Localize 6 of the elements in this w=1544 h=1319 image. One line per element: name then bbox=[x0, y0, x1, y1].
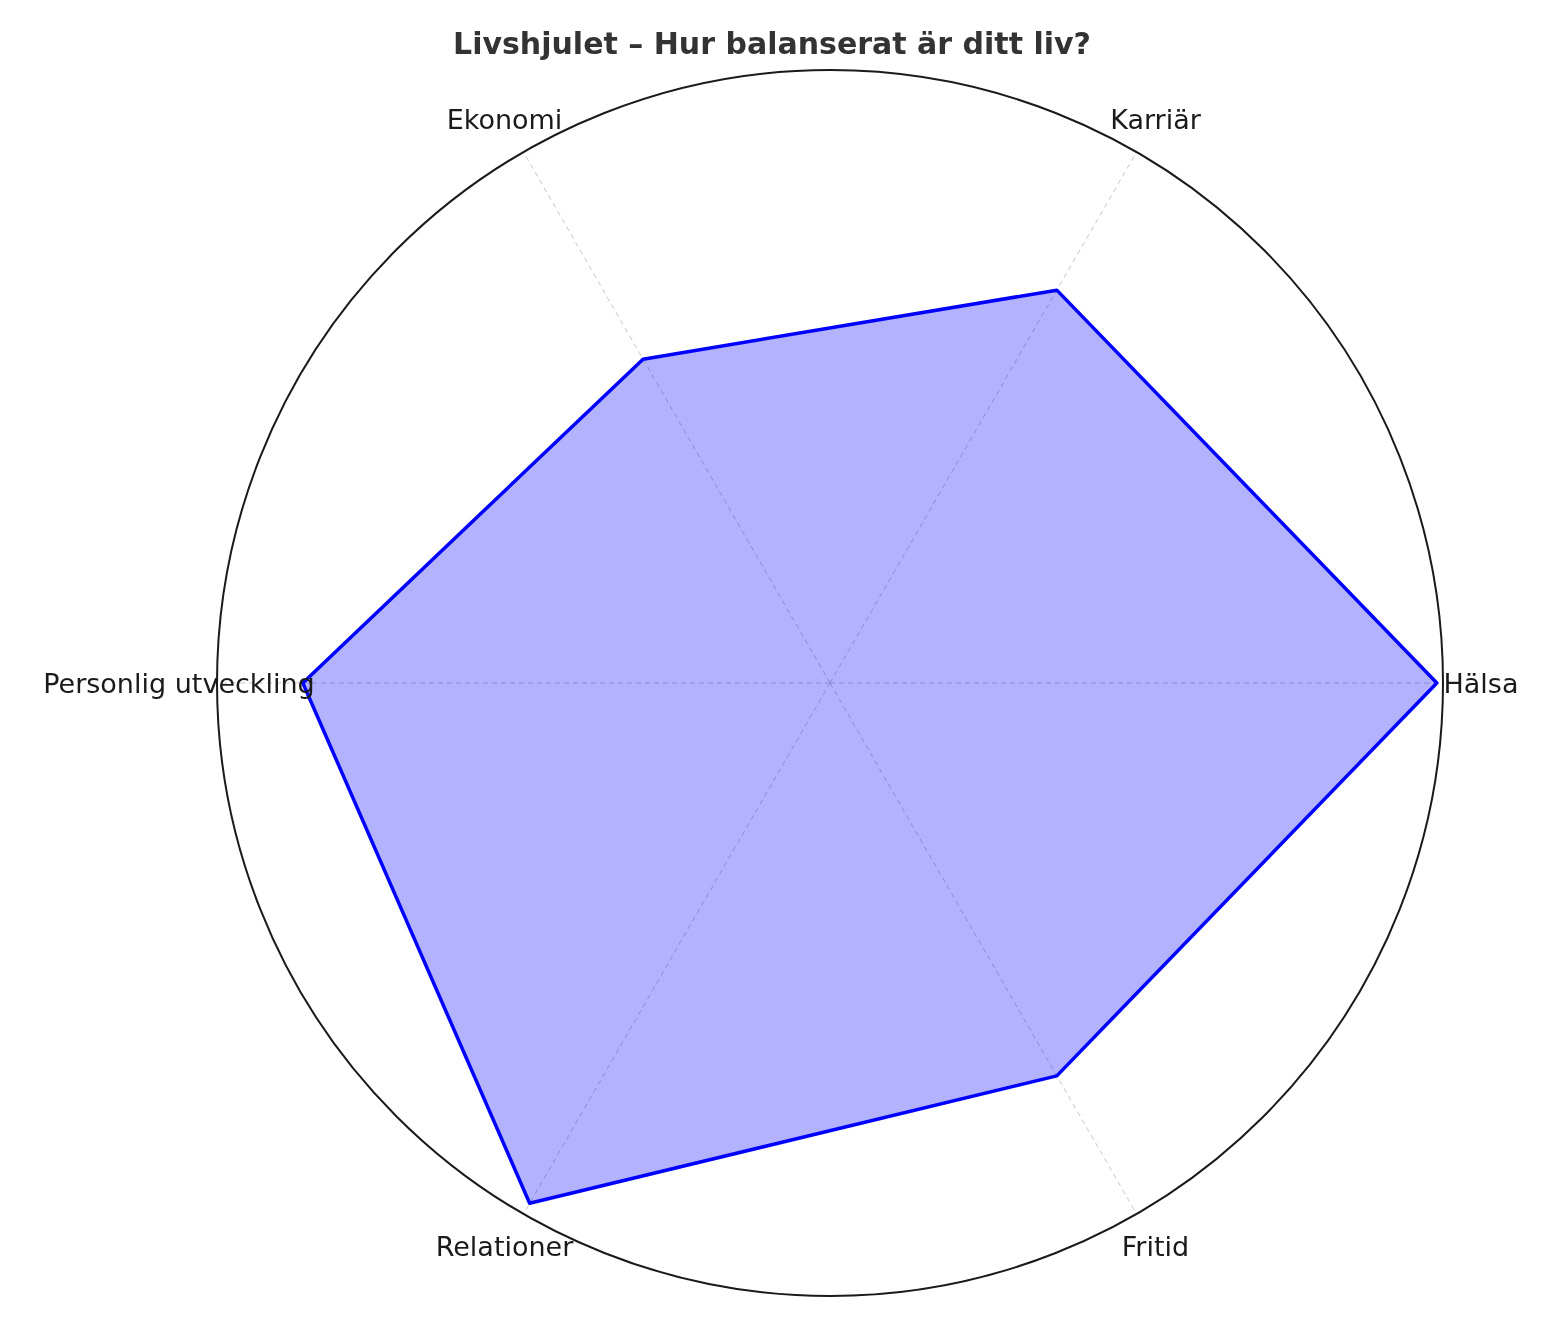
chart-title: Livshjulet – Hur balanserat är ditt liv? bbox=[452, 26, 1092, 61]
spoke-label: Hälsa bbox=[1443, 667, 1519, 699]
spoke-label: Ekonomi bbox=[446, 103, 563, 135]
spoke-label: Fritid bbox=[1121, 1231, 1190, 1263]
spoke-label: Karriär bbox=[1110, 103, 1202, 135]
spoke-label: Relationer bbox=[435, 1231, 575, 1263]
